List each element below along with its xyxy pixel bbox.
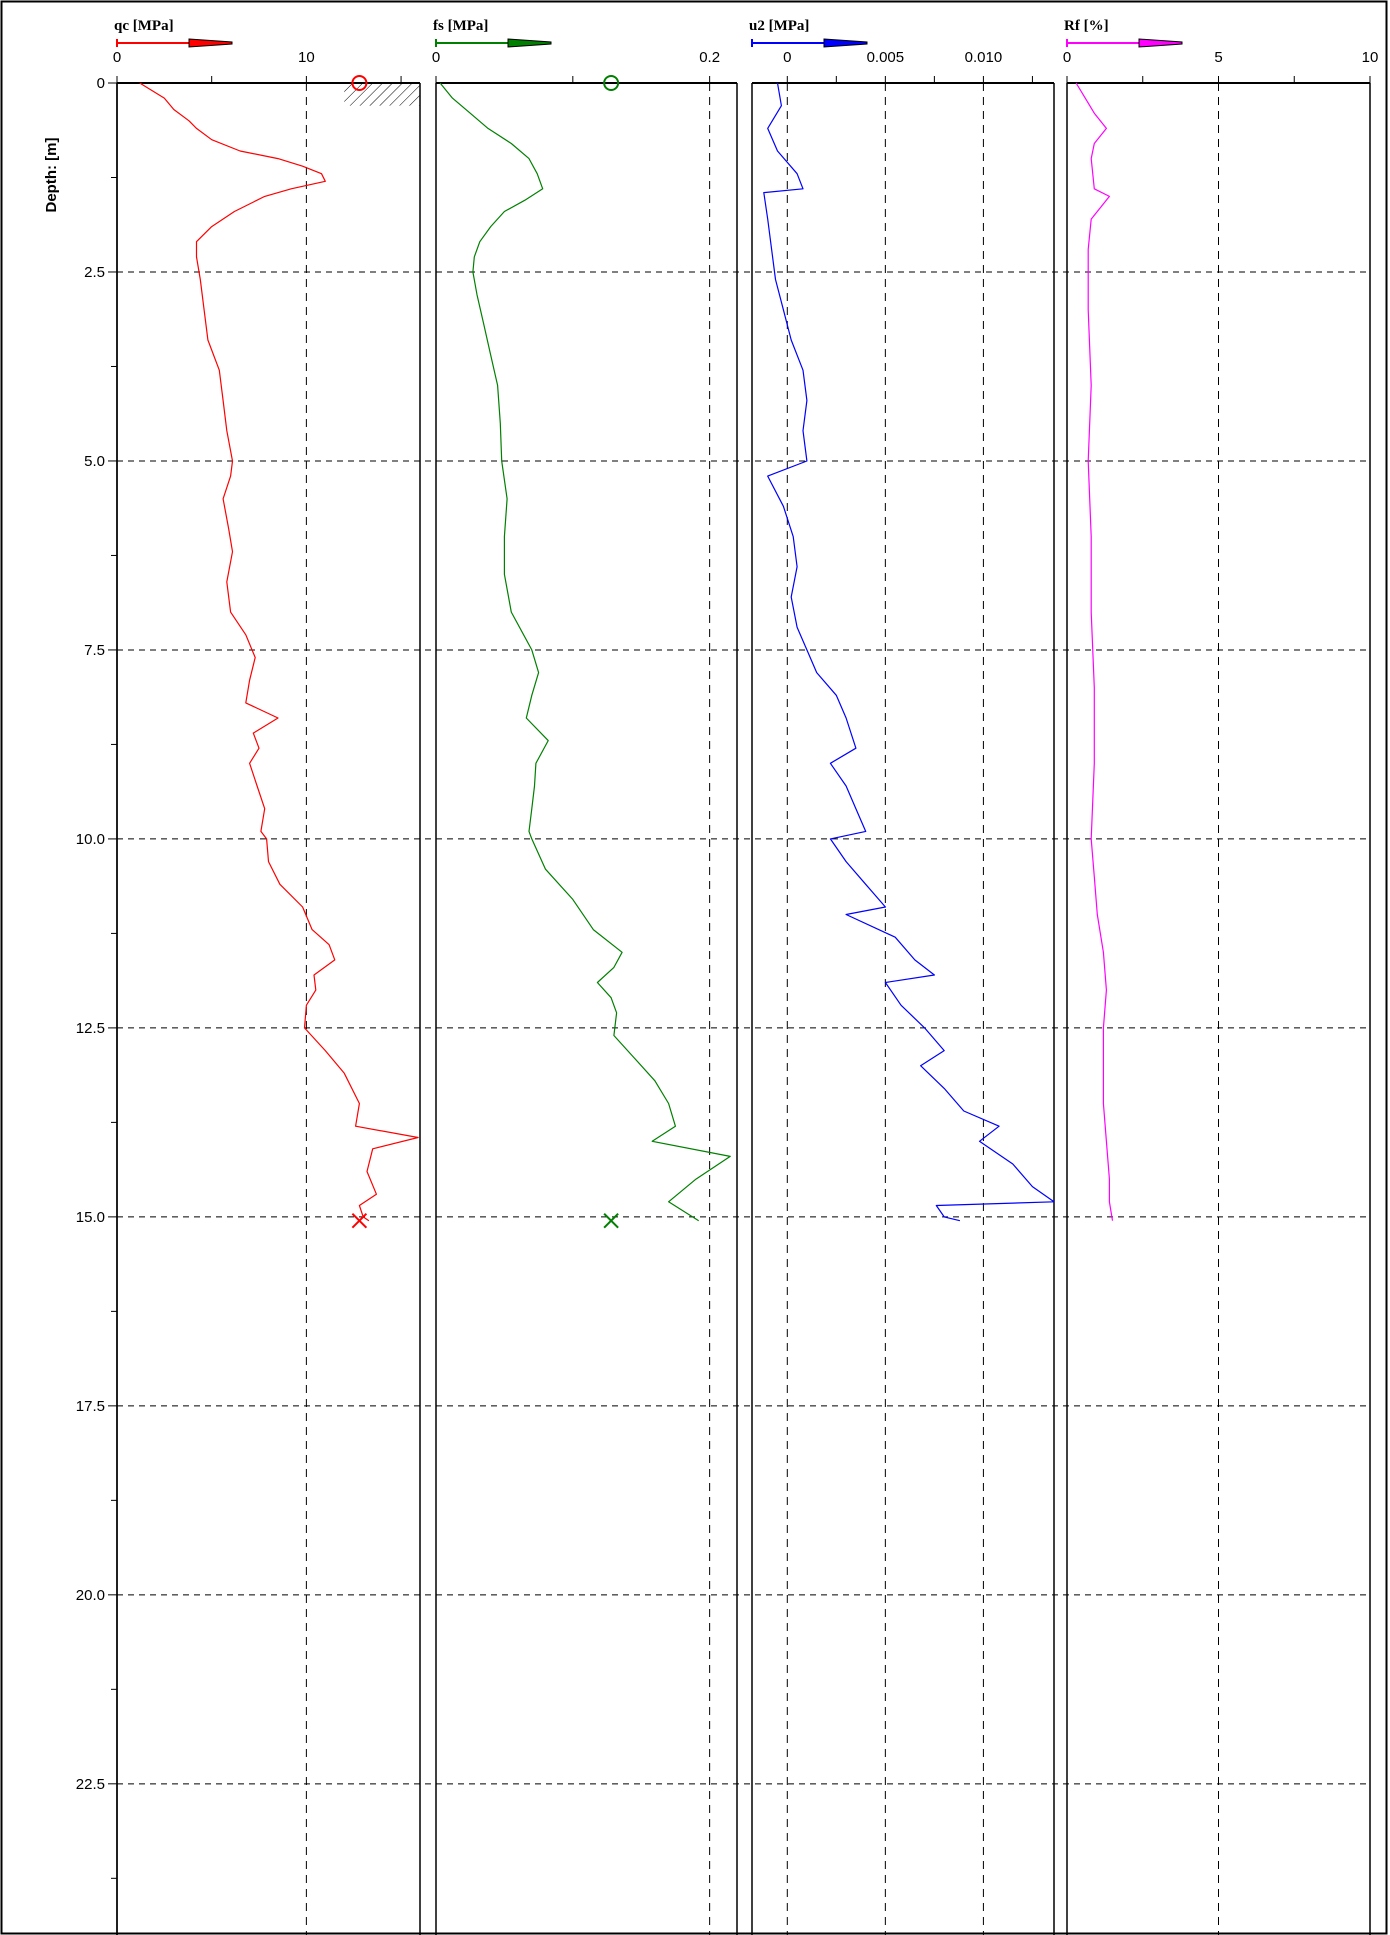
frames-layer <box>108 76 1371 1935</box>
track-arrow-head <box>188 38 233 48</box>
series-line <box>1075 82 1114 1221</box>
depth-tick-label: 5.0 <box>84 453 105 470</box>
track-arrow-head <box>823 38 868 48</box>
track-title: fs [MPa] <box>433 18 488 34</box>
track-tick-label: 10 <box>1362 49 1379 66</box>
labels-layer: 0 2.5 5.0 7.5 10.0 12.5 15.0 17.5 20.0 22.5 0 10 qc … <box>76 18 1379 1793</box>
track-tick-label: 10 <box>298 49 315 66</box>
series-line <box>439 82 731 1222</box>
track-tick-label: 0.010 <box>965 49 1003 66</box>
depth-tick-label: 20.0 <box>76 1587 105 1604</box>
end-marker-stroke <box>603 1212 619 1229</box>
track-tick-label: 0 <box>113 49 121 66</box>
track-tick-label: 0 <box>1063 49 1071 66</box>
depth-tick-label: 15.0 <box>76 1209 105 1226</box>
series-layer <box>139 82 1114 1222</box>
depth-tick-label: 2.5 <box>84 264 105 281</box>
track-tick-label: 0.005 <box>867 49 905 66</box>
track-tick-label: 0.2 <box>699 49 720 66</box>
marks-layer <box>344 75 620 1229</box>
track-tick-label: 0 <box>432 49 440 66</box>
end-marker-stroke <box>351 1212 368 1229</box>
track-tick-label: 0 <box>783 49 791 66</box>
depth-tick-label: 17.5 <box>76 1398 105 1415</box>
series-line <box>139 82 419 1222</box>
depth-tick-label: 12.5 <box>76 1020 105 1037</box>
track-title: Rf [%] <box>1064 18 1109 34</box>
hatch-zone <box>344 83 420 106</box>
track-arrow-head <box>1138 38 1183 48</box>
depth-tick-label: 0 <box>97 75 105 92</box>
grid-layer <box>117 83 1371 1935</box>
track-tick-label: 5 <box>1214 49 1222 66</box>
start-marker <box>351 75 368 91</box>
start-marker <box>603 75 620 91</box>
track-arrow-head <box>507 38 552 48</box>
depth-tick-label: 7.5 <box>84 642 105 659</box>
track-title: u2 [MPa] <box>749 18 809 34</box>
track-title: qc [MPa] <box>114 18 174 34</box>
depth-axis-label: Depth: [m] <box>43 138 60 213</box>
depth-tick-label: 10.0 <box>76 831 105 848</box>
depth-tick-label: 22.5 <box>76 1776 105 1793</box>
series-line <box>763 82 1055 1222</box>
